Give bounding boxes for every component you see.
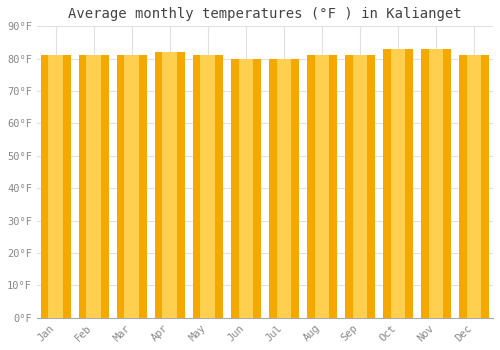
Bar [86, 55, 102, 318]
Bar [193, 55, 222, 318]
Title: Average monthly temperatures (°F ) in Kalianget: Average monthly temperatures (°F ) in Ka… [68, 7, 462, 21]
Bar [383, 49, 413, 318]
Bar [48, 55, 63, 318]
Bar [314, 55, 330, 318]
Bar [345, 55, 375, 318]
Bar [200, 55, 216, 318]
Bar [459, 55, 489, 318]
Bar [238, 59, 254, 318]
Bar [390, 49, 406, 318]
Bar [117, 55, 146, 318]
Bar [155, 52, 184, 318]
Bar [124, 55, 140, 318]
Bar [466, 55, 481, 318]
Bar [421, 49, 451, 318]
Bar [41, 55, 70, 318]
Bar [79, 55, 108, 318]
Bar [276, 59, 291, 318]
Bar [307, 55, 337, 318]
Bar [162, 52, 178, 318]
Bar [428, 49, 444, 318]
Bar [231, 59, 260, 318]
Bar [269, 59, 299, 318]
Bar [352, 55, 368, 318]
